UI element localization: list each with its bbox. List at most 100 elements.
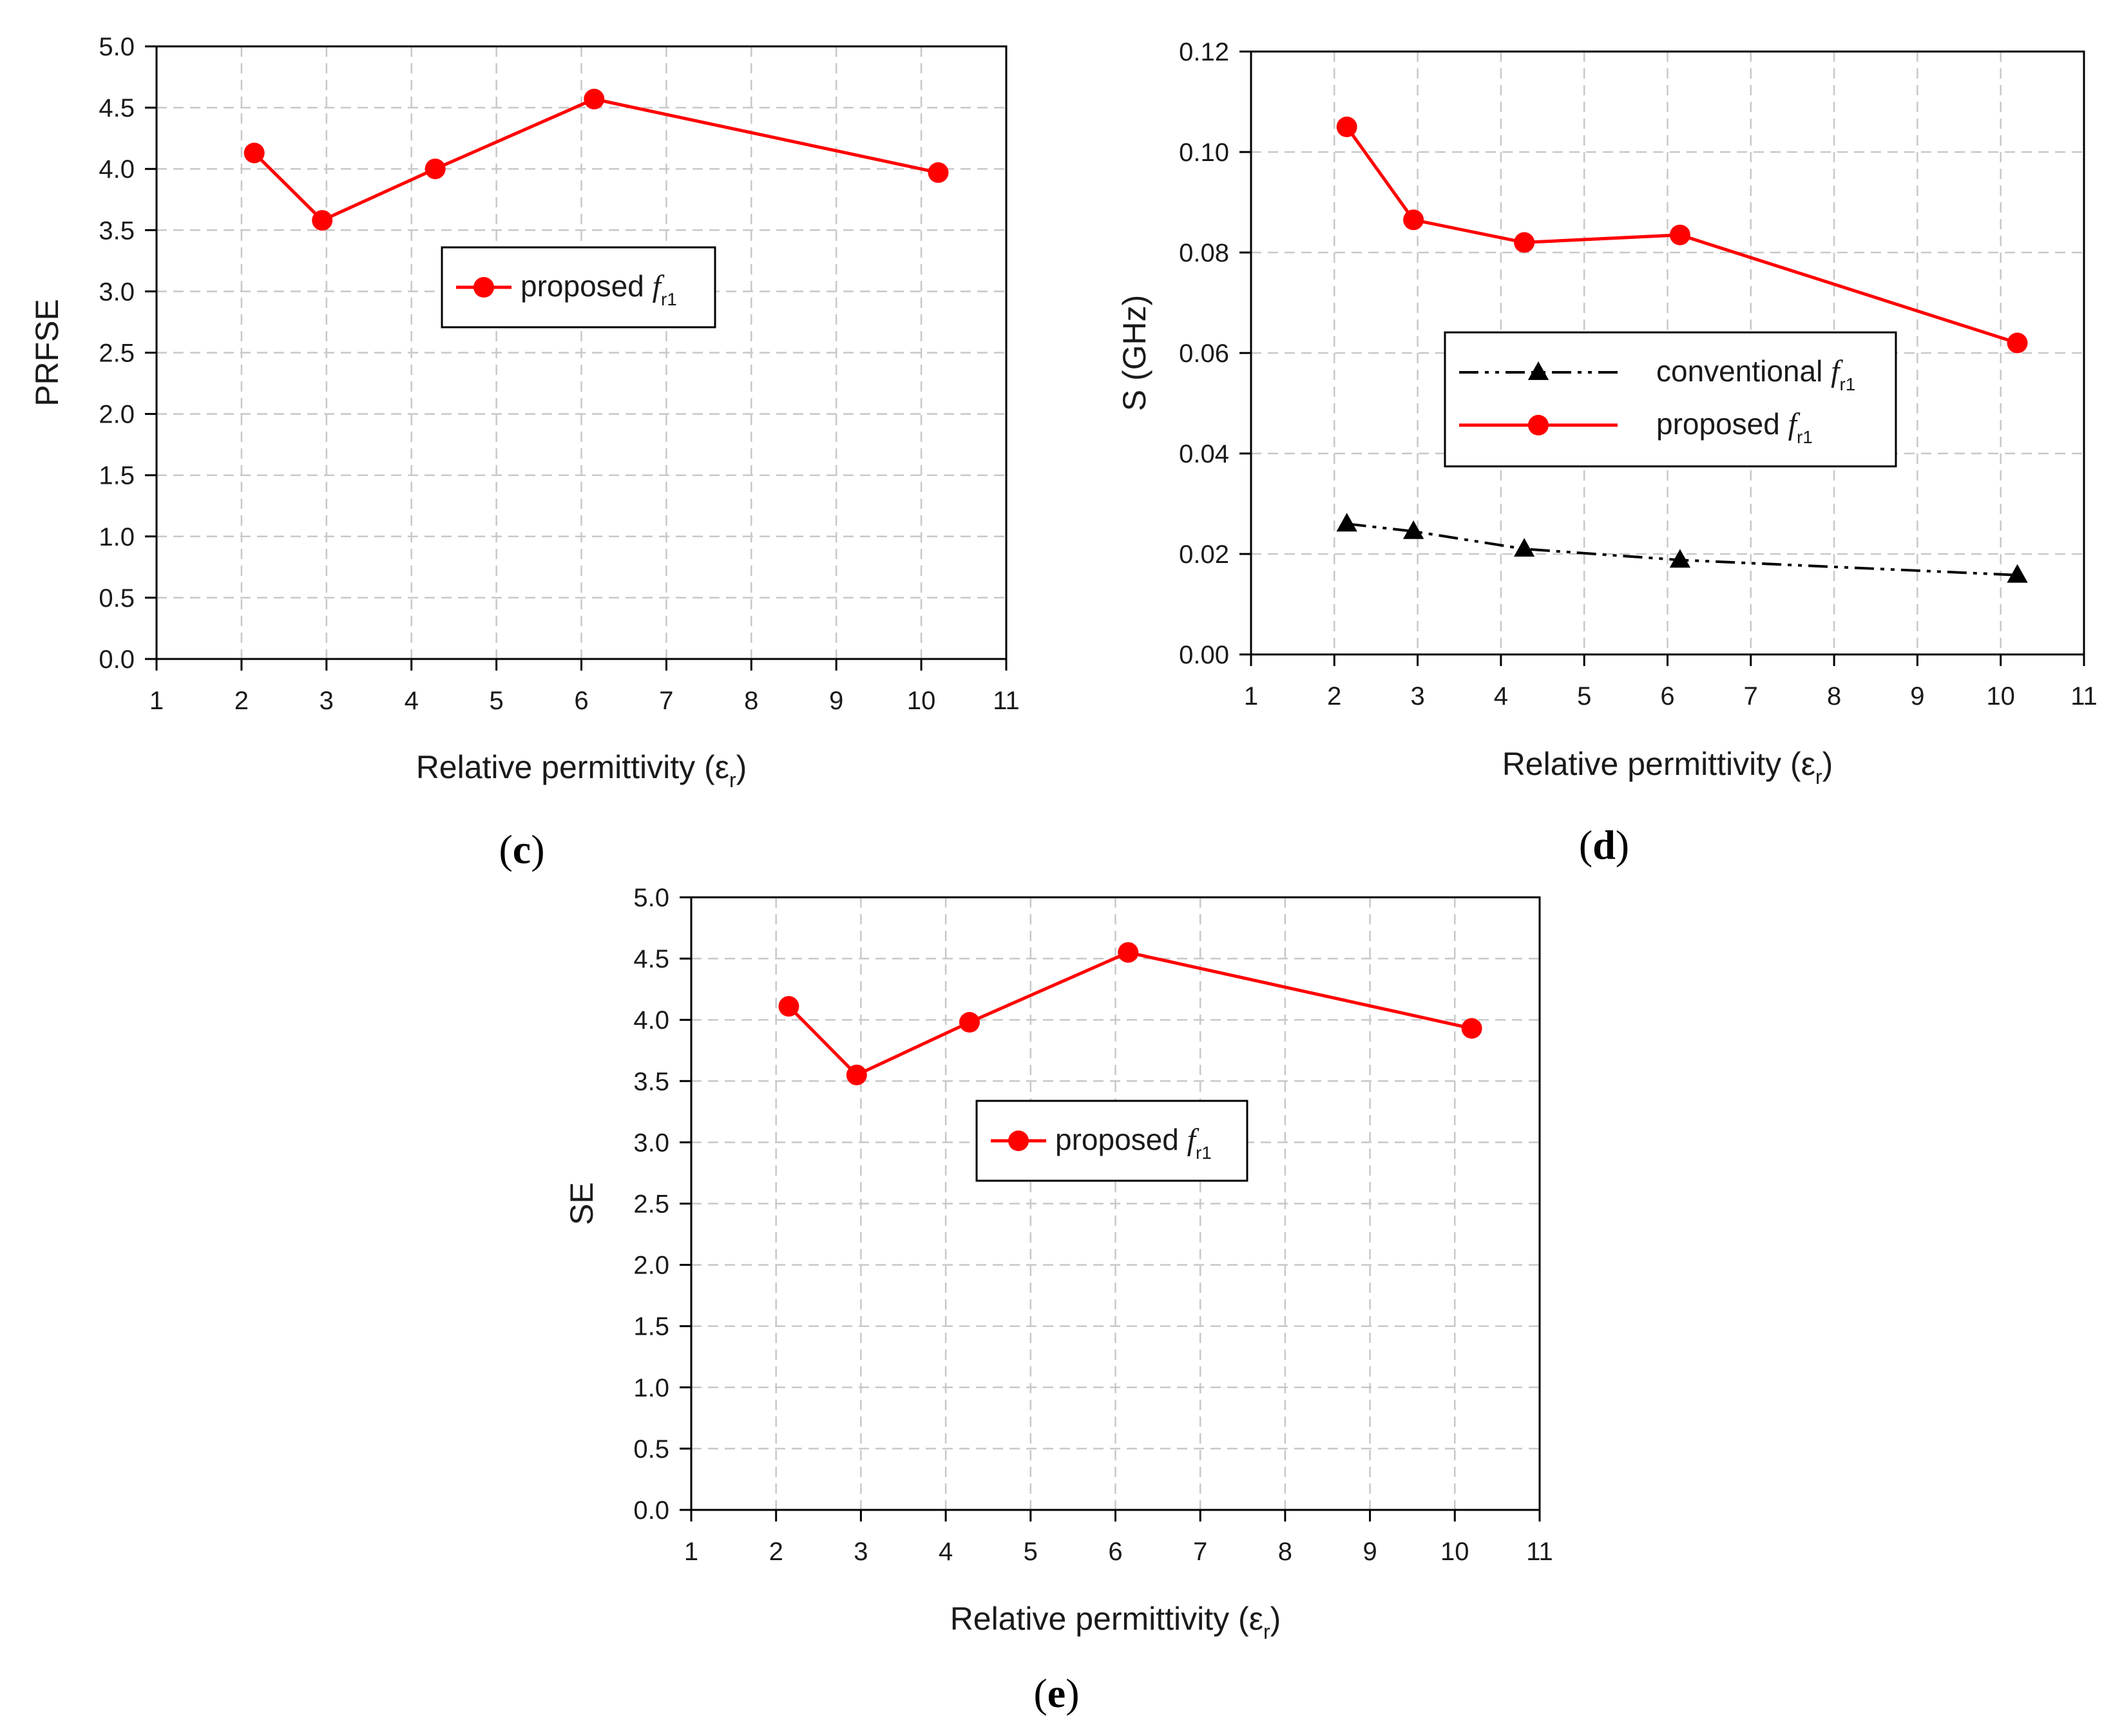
x-tick-label: 10 <box>1440 1538 1469 1566</box>
x-tick-label: 9 <box>1362 1538 1377 1566</box>
y-tick-label: 0.04 <box>1179 440 1229 468</box>
panel-label-close: ) <box>531 826 544 872</box>
x-tick-label: 1 <box>1244 682 1258 711</box>
x-tick-label: 6 <box>1660 682 1674 711</box>
x-tick-label: 2 <box>769 1538 783 1566</box>
panel-label: (c) <box>499 826 544 872</box>
x-axis-title-close: ) <box>736 749 747 785</box>
legend-subscript: r1 <box>1797 427 1813 447</box>
data-point-proposed <box>312 210 333 231</box>
x-tick-label: 8 <box>1278 1538 1292 1566</box>
x-axis-title: Relative permittivity (εr) <box>1502 746 1833 788</box>
data-point-proposed <box>244 142 265 164</box>
legend-name: proposed <box>1656 407 1788 441</box>
x-axis-title-close: ) <box>1270 1601 1281 1637</box>
x-tick-label: 3 <box>1410 682 1424 711</box>
x-axis-title-text: Relative permittivity (ε <box>416 749 729 785</box>
legend-marker-proposed <box>1008 1130 1029 1151</box>
x-tick-label: 4 <box>405 687 419 715</box>
legend-marker-conventional <box>1527 361 1549 380</box>
chart-c: 1 2 3 4 5 6 7 8 9 10 11 0.0 0.5 1.0 1.5 2.0 2.5 3.0 3.5 4.0… <box>29 33 1020 792</box>
legend-box <box>1444 331 1897 468</box>
x-tick-label: 11 <box>2070 682 2098 711</box>
y-axis-title: S (GHz) <box>1116 295 1152 412</box>
x-axis-title-subscript: r <box>1815 765 1822 788</box>
y-tick-label: 3.5 <box>99 216 135 245</box>
data-point-conventional <box>1336 513 1357 532</box>
y-tick-label: 0.02 <box>1179 540 1229 569</box>
panel-label-letter: c <box>513 826 531 872</box>
x-tick-label: 3 <box>320 687 334 715</box>
data-point-proposed <box>425 158 446 180</box>
legend-subscript: r1 <box>1196 1143 1212 1163</box>
x-axis-title: Relative permittivity (εr) <box>950 1601 1281 1643</box>
data-point-conventional <box>1513 538 1535 557</box>
x-axis-title-close: ) <box>1822 746 1833 782</box>
x-tick-label: 2 <box>234 687 249 715</box>
y-tick-label: 4.5 <box>633 945 669 973</box>
x-tick-label: 4 <box>939 1538 953 1566</box>
x-tick-label: 6 <box>574 687 588 715</box>
legend-name: proposed <box>521 269 653 303</box>
x-tick-label: 1 <box>684 1538 698 1566</box>
chart-d: 1 2 3 4 5 6 7 8 9 10 11 0.00 0.02 0.04 0.06 0.08 0.10 0.1… <box>1116 38 2098 788</box>
panel-label-close: ) <box>1616 822 1629 868</box>
y-tick-label: 4.0 <box>633 1006 669 1035</box>
data-point-conventional <box>1402 520 1424 539</box>
data-point-proposed <box>778 996 799 1017</box>
y-tick-label: 4.0 <box>99 155 135 184</box>
panel-label-close: ) <box>1066 1670 1079 1716</box>
x-tick-label: 7 <box>1193 1538 1207 1566</box>
y-tick-label: 4.5 <box>99 94 135 122</box>
legend-label-proposed: proposed fr1 <box>521 269 677 309</box>
panel-label-letter: d <box>1592 822 1616 868</box>
data-point-proposed <box>846 1064 867 1085</box>
y-tick-label: 3.5 <box>633 1067 669 1096</box>
y-tick-label: 0.12 <box>1179 38 1229 66</box>
data-point-proposed <box>1118 942 1139 963</box>
x-tick-label: 11 <box>1526 1538 1553 1566</box>
y-tick-label: 0.0 <box>633 1496 669 1525</box>
y-tick-label: 1.0 <box>633 1374 669 1402</box>
x-axis-title-text: Relative permittivity (ε <box>1502 746 1815 782</box>
x-axis-title-subscript: r <box>729 768 736 792</box>
x-tick-label: 11 <box>993 687 1020 715</box>
data-point-conventional <box>1669 549 1691 568</box>
y-tick-label: 0.5 <box>99 584 135 613</box>
panel-label-open: ( <box>499 826 512 872</box>
panel-label-letter: e <box>1047 1670 1066 1716</box>
y-tick-label: 5.0 <box>99 33 135 61</box>
y-tick-label: 2.5 <box>99 339 135 368</box>
x-tick-label: 9 <box>829 687 843 715</box>
legend-marker-proposed <box>1528 415 1549 435</box>
y-tick-label: 3.0 <box>633 1129 669 1157</box>
y-tick-label: 0.5 <box>633 1435 669 1464</box>
legend-subscript: r1 <box>661 289 677 309</box>
y-tick-label: 0.10 <box>1179 138 1229 167</box>
panel-label: (d) <box>1579 822 1629 868</box>
y-tick-label: 0.0 <box>99 645 135 674</box>
x-tick-label: 10 <box>907 687 936 715</box>
x-tick-label: 1 <box>149 687 164 715</box>
legend-label-proposed: proposed fr1 <box>1055 1123 1212 1163</box>
data-point-conventional <box>2007 564 2028 583</box>
legend-name: proposed <box>1055 1123 1187 1156</box>
y-axis-title: SE <box>564 1182 600 1225</box>
data-point-proposed <box>1403 209 1424 231</box>
x-tick-label: 5 <box>1024 1538 1038 1566</box>
y-tick-label: 1.5 <box>99 462 135 490</box>
x-tick-label: 10 <box>1986 682 2015 711</box>
y-tick-label: 2.0 <box>633 1252 669 1280</box>
chart-e: 1 2 3 4 5 6 7 8 9 10 11 0.0 0.5 1.0 1.5 2.0 2.5 3.0 3.5 4.0… <box>564 884 1553 1643</box>
data-point-proposed <box>1514 232 1535 253</box>
y-axis-title: PRFSE <box>29 299 65 406</box>
legend-subscript: r1 <box>1839 374 1855 394</box>
x-tick-label: 5 <box>1577 682 1591 711</box>
data-point-proposed <box>1461 1018 1482 1039</box>
y-tick-label: 2.5 <box>633 1190 669 1219</box>
panel-label-open: ( <box>1579 822 1592 868</box>
x-tick-label: 2 <box>1327 682 1341 711</box>
x-axis-title-text: Relative permittivity (ε <box>950 1601 1263 1637</box>
